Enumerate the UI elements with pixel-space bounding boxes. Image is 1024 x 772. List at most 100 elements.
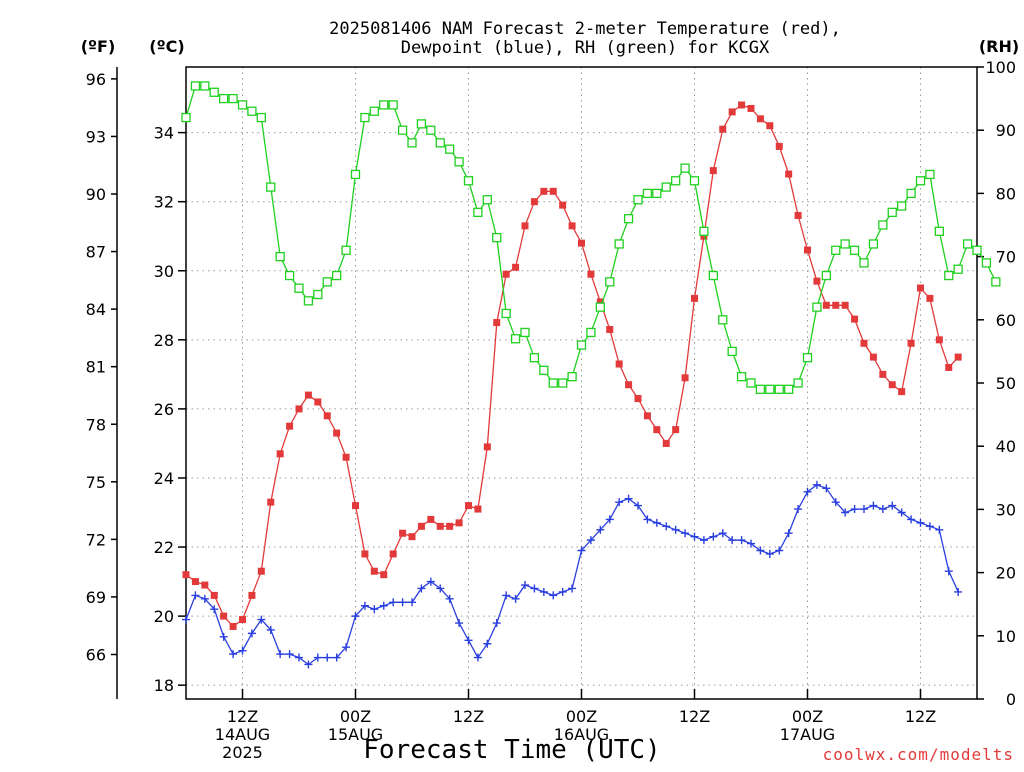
rh-point xyxy=(849,245,860,255)
temperature-point xyxy=(907,339,915,347)
rh-point xyxy=(859,258,869,268)
dewpoint-point xyxy=(200,594,209,603)
rh-point xyxy=(831,245,841,255)
rh-point xyxy=(981,258,992,268)
dewpoint-point xyxy=(709,532,718,541)
dewpoint-point xyxy=(379,601,388,610)
dewpoint-point xyxy=(539,587,548,596)
rh-point xyxy=(567,372,577,382)
data-series xyxy=(181,81,1001,669)
rh-point xyxy=(774,384,784,394)
x-tick-label: 15AUG xyxy=(328,725,383,744)
fahrenheit-tick-label: 87 xyxy=(86,243,106,262)
temperature-point xyxy=(286,422,294,430)
fahrenheit-tick-label: 93 xyxy=(86,127,106,146)
dewpoint-point xyxy=(276,650,285,659)
dewpoint-point xyxy=(690,532,699,541)
temperature-point xyxy=(832,301,840,309)
rh-point xyxy=(887,207,897,218)
rh-point xyxy=(972,245,982,255)
rh-point xyxy=(397,125,408,135)
dewpoint-point xyxy=(586,536,595,545)
rh-point xyxy=(718,315,728,325)
rh-point xyxy=(539,365,549,376)
rh-point xyxy=(962,239,973,249)
rh-point xyxy=(623,214,634,224)
celsius-tick-label: 18 xyxy=(154,676,174,695)
chart-title-line-1: 2025081406 NAM Forecast 2-meter Temperat… xyxy=(329,19,841,39)
rh-point xyxy=(426,125,436,135)
grid-lines xyxy=(186,67,977,699)
temperature-point xyxy=(493,319,501,327)
temperature-point xyxy=(634,395,642,403)
x-tick-label: 14AUG xyxy=(215,725,270,744)
rh-point xyxy=(868,239,879,249)
dewpoint-point xyxy=(737,536,746,545)
dewpoint-point xyxy=(210,605,219,614)
rh-tick-label: 100 xyxy=(985,58,1016,77)
temperature-point xyxy=(455,519,463,527)
dewpoint-point xyxy=(238,646,247,655)
dewpoint-point xyxy=(323,653,332,662)
dewpoint-point xyxy=(925,522,934,531)
dewpoint-point xyxy=(916,518,925,527)
axes: 18 20 22 24 26 28 30 32 34 66 69 72 75 78 81 84 87 90 93 96… xyxy=(86,58,1016,762)
temperature-point xyxy=(804,246,811,254)
temperature-point xyxy=(267,498,275,506)
rh-point xyxy=(181,112,191,123)
temperature-point xyxy=(239,616,246,624)
rh-point xyxy=(802,353,813,363)
rh-series xyxy=(181,81,1001,394)
dewpoint-point xyxy=(511,594,520,603)
temperature-point xyxy=(257,567,265,575)
rh-point xyxy=(275,251,285,262)
fahrenheit-tick-label: 96 xyxy=(86,70,106,89)
temperature-point xyxy=(587,270,595,278)
dewpoint-point xyxy=(313,653,322,662)
dewpoint-point xyxy=(530,584,539,593)
dewpoint-point xyxy=(285,650,294,659)
rh-point xyxy=(605,277,615,287)
temperature-point xyxy=(380,571,388,579)
rh-point xyxy=(821,270,831,281)
celsius-tick-label: 32 xyxy=(154,193,174,212)
dewpoint-point xyxy=(295,653,303,662)
temperature-point xyxy=(728,108,736,116)
dewpoint-point xyxy=(558,587,567,596)
dewpoint-point xyxy=(831,498,840,507)
x-tick-label: 12Z xyxy=(905,707,936,726)
rh-point xyxy=(332,270,342,281)
temperature-point xyxy=(700,232,708,240)
dewpoint-point xyxy=(191,591,200,600)
fahrenheit-tick-label: 78 xyxy=(86,415,106,434)
celsius-tick-label: 22 xyxy=(154,538,174,557)
rh-point xyxy=(501,308,511,319)
temperature-point xyxy=(408,533,416,541)
temperature-point xyxy=(370,567,378,575)
dewpoint-point xyxy=(662,522,671,531)
temperature-point xyxy=(578,239,585,247)
temperature-point xyxy=(182,571,190,579)
rh-point xyxy=(435,138,445,148)
temperature-point xyxy=(191,578,199,586)
temperature-point xyxy=(559,201,567,209)
temperature-point xyxy=(926,294,934,302)
fahrenheit-tick-label: 84 xyxy=(86,300,106,319)
rh-point xyxy=(294,283,304,293)
temperature-point xyxy=(719,125,727,133)
temperature-point xyxy=(625,381,633,389)
temperature-point xyxy=(220,612,228,620)
chart-title-line-2: Dewpoint (blue), RH (green) for KCGX xyxy=(401,38,770,58)
rh-point xyxy=(266,182,276,192)
temperature-point xyxy=(756,115,764,123)
rh-point xyxy=(558,378,568,388)
dewpoint-point xyxy=(257,615,266,624)
dewpoint-point xyxy=(756,546,765,555)
temperature-point xyxy=(465,502,472,510)
rh-point xyxy=(708,270,718,281)
temperature-point xyxy=(323,412,331,420)
rh-point xyxy=(379,100,389,110)
x-tick-label: 12Z xyxy=(227,707,258,726)
